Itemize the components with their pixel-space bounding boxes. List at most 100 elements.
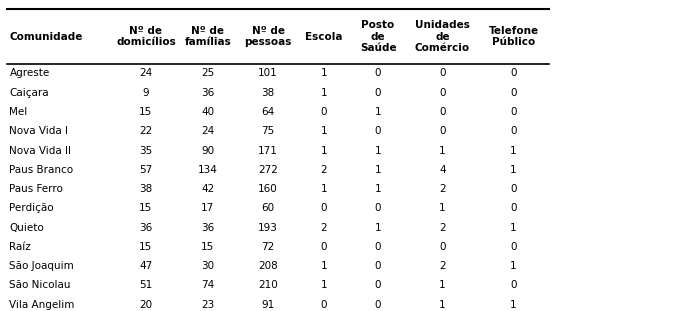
Text: 15: 15 bbox=[139, 107, 152, 117]
Text: 1: 1 bbox=[321, 126, 327, 136]
Text: 0: 0 bbox=[510, 184, 517, 194]
Text: 40: 40 bbox=[201, 107, 215, 117]
Text: Unidades
de
Comércio: Unidades de Comércio bbox=[415, 20, 470, 53]
Text: 47: 47 bbox=[139, 261, 152, 271]
Text: 15: 15 bbox=[201, 242, 215, 252]
Text: 4: 4 bbox=[439, 165, 445, 175]
Text: 22: 22 bbox=[139, 126, 152, 136]
Text: Paus Ferro: Paus Ferro bbox=[9, 184, 64, 194]
Text: 0: 0 bbox=[375, 242, 381, 252]
Text: 1: 1 bbox=[375, 165, 381, 175]
Text: 51: 51 bbox=[139, 281, 152, 290]
Text: 20: 20 bbox=[139, 300, 152, 310]
Text: 2: 2 bbox=[439, 184, 445, 194]
Text: Vila Angelim: Vila Angelim bbox=[9, 300, 75, 310]
Text: 1: 1 bbox=[439, 281, 445, 290]
Text: 38: 38 bbox=[139, 184, 152, 194]
Text: 75: 75 bbox=[261, 126, 275, 136]
Text: São Joaquim: São Joaquim bbox=[9, 261, 74, 271]
Text: 60: 60 bbox=[261, 203, 275, 213]
Text: 0: 0 bbox=[510, 203, 517, 213]
Text: 1: 1 bbox=[375, 223, 381, 233]
Text: Nº de
famílias: Nº de famílias bbox=[184, 26, 232, 47]
Text: 90: 90 bbox=[201, 146, 215, 156]
Text: 272: 272 bbox=[258, 165, 278, 175]
Text: Agreste: Agreste bbox=[9, 68, 49, 78]
Text: 0: 0 bbox=[375, 126, 381, 136]
Text: 36: 36 bbox=[201, 88, 215, 98]
Text: 1: 1 bbox=[439, 203, 445, 213]
Text: 0: 0 bbox=[439, 107, 445, 117]
Text: 1: 1 bbox=[510, 300, 517, 310]
Text: 1: 1 bbox=[375, 107, 381, 117]
Text: 24: 24 bbox=[139, 68, 152, 78]
Text: 0: 0 bbox=[375, 203, 381, 213]
Text: 17: 17 bbox=[201, 203, 215, 213]
Text: Nova Vida II: Nova Vida II bbox=[9, 146, 72, 156]
Text: 0: 0 bbox=[321, 107, 327, 117]
Text: 101: 101 bbox=[258, 68, 278, 78]
Text: 1: 1 bbox=[439, 146, 445, 156]
Text: Posto
de
Saúde: Posto de Saúde bbox=[359, 20, 397, 53]
Text: 1: 1 bbox=[510, 223, 517, 233]
Text: 74: 74 bbox=[201, 281, 215, 290]
Text: 72: 72 bbox=[261, 242, 275, 252]
Text: 1: 1 bbox=[439, 300, 445, 310]
Text: 2: 2 bbox=[439, 223, 445, 233]
Text: 0: 0 bbox=[439, 242, 445, 252]
Text: 2: 2 bbox=[321, 223, 327, 233]
Text: 1: 1 bbox=[375, 184, 381, 194]
Text: 36: 36 bbox=[139, 223, 152, 233]
Text: 23: 23 bbox=[201, 300, 215, 310]
Text: 160: 160 bbox=[258, 184, 278, 194]
Text: 0: 0 bbox=[439, 68, 445, 78]
Text: 9: 9 bbox=[143, 88, 149, 98]
Text: Perdição: Perdição bbox=[9, 203, 54, 213]
Text: 1: 1 bbox=[375, 146, 381, 156]
Text: Quieto: Quieto bbox=[9, 223, 44, 233]
Text: Nº de
domicílios: Nº de domicílios bbox=[116, 26, 176, 47]
Text: 15: 15 bbox=[139, 242, 152, 252]
Text: 15: 15 bbox=[139, 203, 152, 213]
Text: Raíz: Raíz bbox=[9, 242, 31, 252]
Text: 0: 0 bbox=[510, 88, 517, 98]
Text: 210: 210 bbox=[258, 281, 278, 290]
Text: 2: 2 bbox=[439, 261, 445, 271]
Text: 0: 0 bbox=[510, 242, 517, 252]
Text: 0: 0 bbox=[375, 88, 381, 98]
Text: 57: 57 bbox=[139, 165, 152, 175]
Text: 1: 1 bbox=[510, 146, 517, 156]
Text: 0: 0 bbox=[510, 281, 517, 290]
Text: 0: 0 bbox=[321, 242, 327, 252]
Text: 0: 0 bbox=[321, 203, 327, 213]
Text: 24: 24 bbox=[201, 126, 215, 136]
Text: Paus Branco: Paus Branco bbox=[9, 165, 74, 175]
Text: Mel: Mel bbox=[9, 107, 28, 117]
Text: 134: 134 bbox=[198, 165, 218, 175]
Text: 1: 1 bbox=[321, 261, 327, 271]
Text: Nova Vida I: Nova Vida I bbox=[9, 126, 68, 136]
Text: 0: 0 bbox=[321, 300, 327, 310]
Text: 2: 2 bbox=[321, 165, 327, 175]
Text: 91: 91 bbox=[261, 300, 275, 310]
Text: 38: 38 bbox=[261, 88, 275, 98]
Text: 1: 1 bbox=[321, 68, 327, 78]
Text: 0: 0 bbox=[375, 68, 381, 78]
Text: 1: 1 bbox=[321, 146, 327, 156]
Text: Comunidade: Comunidade bbox=[9, 31, 83, 42]
Text: 193: 193 bbox=[258, 223, 278, 233]
Text: 35: 35 bbox=[139, 146, 152, 156]
Text: 0: 0 bbox=[375, 261, 381, 271]
Text: 42: 42 bbox=[201, 184, 215, 194]
Text: 25: 25 bbox=[201, 68, 215, 78]
Text: 64: 64 bbox=[261, 107, 275, 117]
Text: 1: 1 bbox=[321, 184, 327, 194]
Text: 1: 1 bbox=[321, 88, 327, 98]
Text: 0: 0 bbox=[439, 88, 445, 98]
Text: 0: 0 bbox=[510, 68, 517, 78]
Text: 171: 171 bbox=[258, 146, 278, 156]
Text: 1: 1 bbox=[510, 165, 517, 175]
Text: São Nicolau: São Nicolau bbox=[9, 281, 71, 290]
Text: 0: 0 bbox=[510, 126, 517, 136]
Text: Nº de
pessoas: Nº de pessoas bbox=[244, 26, 292, 47]
